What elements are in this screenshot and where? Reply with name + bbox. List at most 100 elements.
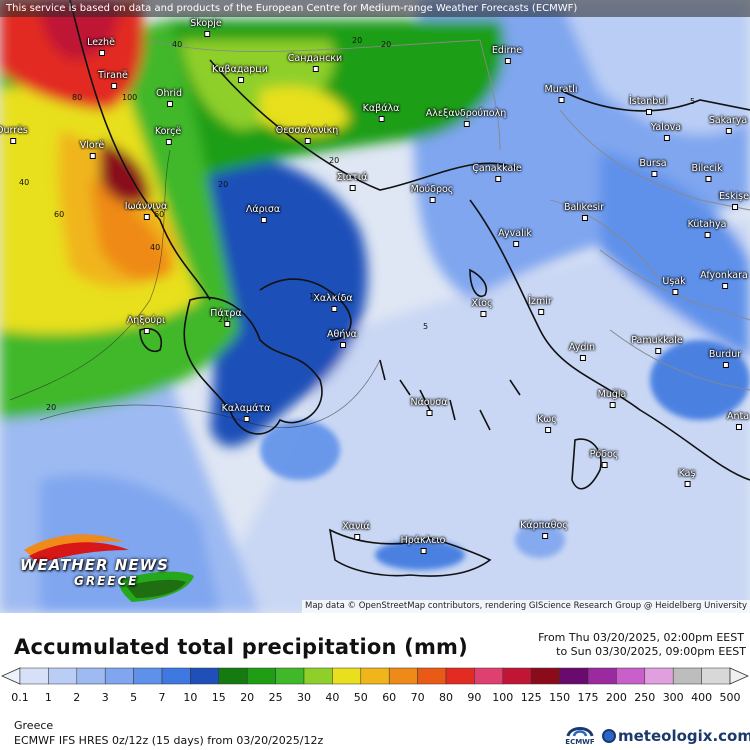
scale-swatch bbox=[104, 667, 134, 685]
city-label: Ayvalık bbox=[498, 228, 532, 247]
forecast-period: From Thu 03/20/2025, 02:00pm EEST to Sun… bbox=[538, 631, 746, 659]
city-label: Muğla bbox=[597, 389, 627, 408]
city-label: Κως bbox=[537, 414, 557, 433]
scale-swatch bbox=[644, 667, 674, 685]
period-from: From Thu 03/20/2025, 02:00pm EEST bbox=[538, 631, 744, 644]
scale-swatch bbox=[48, 667, 78, 685]
scale-swatch bbox=[445, 667, 475, 685]
city-label: Καβαдарци bbox=[212, 64, 268, 83]
scale-tick-label: 80 bbox=[439, 691, 453, 704]
region-label: Greece bbox=[14, 719, 54, 732]
scale-swatch bbox=[502, 667, 532, 685]
ecmwf-disclaimer: This service is based on data and produc… bbox=[0, 0, 750, 17]
contour-label: 40 bbox=[150, 243, 161, 252]
weather-news-greece-logo-icon bbox=[24, 534, 194, 602]
scale-tick-label: 125 bbox=[520, 691, 542, 704]
contour-label: 10 bbox=[309, 292, 320, 301]
scale-tick-label: 300 bbox=[662, 691, 684, 704]
city-label: Νάουσα bbox=[410, 397, 448, 416]
scale-tick-label: 1 bbox=[44, 691, 52, 704]
city-label: Burdur bbox=[708, 349, 742, 368]
city-label: Сандански bbox=[287, 53, 343, 72]
scale-tick-label: 200 bbox=[605, 691, 627, 704]
ecmwf-logo-text: ECMWF bbox=[565, 738, 595, 746]
city-label: Anta bbox=[726, 411, 750, 430]
scale-swatch bbox=[190, 667, 220, 685]
scale-swatch bbox=[616, 667, 646, 685]
city-label: Pamukkale bbox=[631, 335, 683, 354]
contour-label: 60 bbox=[154, 210, 165, 219]
scale-swatch bbox=[332, 667, 362, 685]
city-label: İstanbul bbox=[628, 96, 668, 115]
scale-tick-label: 400 bbox=[691, 691, 713, 704]
scale-tick-label: 175 bbox=[577, 691, 599, 704]
city-label: Uşak bbox=[662, 276, 686, 295]
scale-tick-label: 3 bbox=[101, 691, 109, 704]
scale-swatch bbox=[587, 667, 617, 685]
city-label: Durrës bbox=[0, 125, 28, 144]
scale-swatch bbox=[559, 667, 589, 685]
city-label: Korçë bbox=[154, 126, 182, 145]
city-label: Ηράκλειο bbox=[400, 535, 446, 554]
scale-tick-label: 0.1 bbox=[11, 691, 29, 704]
city-label: Edirne bbox=[491, 45, 523, 64]
city-label: Καλαμάτα bbox=[221, 403, 271, 422]
scale-tick-label: 10 bbox=[183, 691, 198, 704]
contour-label: 60 bbox=[54, 210, 65, 219]
scale-tick-label: 30 bbox=[297, 691, 311, 704]
city-label: Kaş bbox=[678, 468, 696, 487]
scale-swatch bbox=[701, 667, 731, 685]
meteologix-globe-icon bbox=[602, 729, 616, 743]
scale-tick-label: 70 bbox=[410, 691, 425, 704]
ecmwf-logo-icon bbox=[566, 727, 594, 737]
model-run-label: ECMWF IFS HRES 0z/12z (15 days) from 03/… bbox=[14, 734, 324, 747]
scale-swatch bbox=[246, 667, 276, 685]
city-label: Χίος bbox=[471, 298, 493, 317]
scale-tick-label: 50 bbox=[353, 691, 368, 704]
contour-label: 20 bbox=[218, 315, 229, 324]
contour-label: 40 bbox=[172, 40, 183, 49]
city-label: Ohrid bbox=[155, 88, 183, 107]
city-label: Vlorë bbox=[79, 140, 105, 159]
scale-tick-label: 150 bbox=[549, 691, 571, 704]
scale-swatch bbox=[275, 667, 305, 685]
meteologix-brand: meteologix.com bbox=[618, 727, 750, 745]
contour-label: 40 bbox=[19, 178, 30, 187]
scale-tick-label: 7 bbox=[158, 691, 166, 704]
logo-line2: GREECE bbox=[74, 574, 139, 588]
map-attribution: Map data © OpenStreetMap contributors, r… bbox=[302, 600, 750, 613]
city-label: Αθήνα bbox=[327, 329, 357, 348]
scale-swatch bbox=[530, 667, 560, 685]
city-label: Afyonkara bbox=[700, 270, 748, 289]
scale-tick-label: 90 bbox=[467, 691, 482, 704]
contour-label: 5 bbox=[423, 322, 429, 331]
city-label: İzmir bbox=[528, 296, 552, 315]
city-label: Καβάλα bbox=[362, 103, 400, 122]
precipitation-map[interactable]: This service is based on data and produc… bbox=[0, 0, 750, 613]
scale-swatch bbox=[76, 667, 106, 685]
scale-swatch bbox=[19, 667, 49, 685]
scale-swatch bbox=[133, 667, 163, 685]
scale-swatch bbox=[218, 667, 248, 685]
scale-arrow-right bbox=[729, 667, 749, 685]
contour-label: 20 bbox=[329, 156, 340, 165]
city-label: Μούδρος bbox=[410, 184, 454, 203]
contour-label: 20 bbox=[352, 36, 363, 45]
scale-tick-label: 40 bbox=[325, 691, 340, 704]
contour-label: 20 bbox=[46, 403, 57, 412]
city-label: Muratlı bbox=[544, 84, 578, 103]
scale-swatch bbox=[161, 667, 191, 685]
scale-swatch bbox=[417, 667, 447, 685]
scale-swatch bbox=[303, 667, 333, 685]
city-label: Sakarya bbox=[708, 115, 748, 134]
city-label: Balıkesir bbox=[563, 202, 605, 221]
city-label: Skopje bbox=[190, 18, 222, 37]
city-label: Çanakkale bbox=[472, 163, 522, 182]
color-scale-ticks: 0.1 1 2 3 5 7 10 15 20 25 30 40 50 60 70 80 90 100 125 150 1… bbox=[0, 691, 750, 705]
city-label: Πάτρα bbox=[210, 308, 242, 327]
contour-label: 20 bbox=[381, 40, 392, 49]
city-label: Ρόδος bbox=[589, 449, 619, 468]
meteologix-logo[interactable]: meteologix.com bbox=[602, 727, 750, 745]
scale-tick-label: 500 bbox=[719, 691, 741, 704]
period-to: to Sun 03/30/2025, 09:00pm EEST bbox=[556, 645, 746, 658]
